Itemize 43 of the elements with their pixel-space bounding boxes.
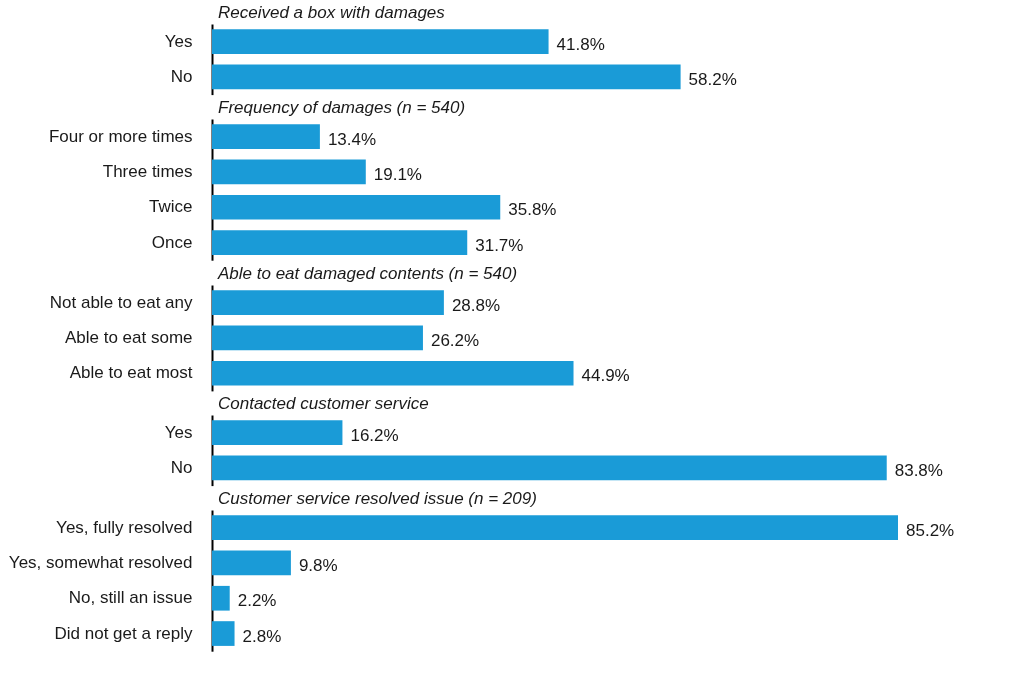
data-label: 85.2% (906, 520, 955, 540)
data-label: 41.8% (556, 34, 605, 54)
bar (212, 550, 291, 576)
data-label: 58.2% (688, 69, 737, 89)
y-tick-label: No (170, 66, 193, 86)
data-label: 16.2% (350, 425, 399, 445)
chart-title: Contacted customer service (218, 394, 429, 413)
y-tick-label: Twice (149, 197, 193, 217)
chart-title: Customer service resolved issue (n = 209) (218, 489, 537, 508)
y-tick-label: Yes, somewhat resolved (8, 552, 193, 572)
y-tick-label: Four or more times (48, 126, 193, 146)
bar (212, 621, 235, 646)
data-label: 26.2% (430, 330, 480, 350)
data-label: 19.1% (373, 164, 422, 184)
y-tick-label: Not able to eat any (49, 292, 193, 312)
data-label: 35.8% (508, 200, 557, 220)
y-tick-label: Yes (164, 422, 193, 442)
bar (212, 585, 230, 611)
data-label: 13.4% (327, 129, 377, 149)
data-label: 28.8% (451, 295, 501, 315)
y-tick-label: No, still an issue (68, 588, 193, 608)
y-tick-label: No (170, 457, 193, 477)
y-tick-label: Able to eat most (69, 363, 193, 383)
bar (212, 230, 468, 255)
y-tick-label: Three times (102, 161, 193, 181)
data-label: 9.8% (298, 555, 338, 575)
y-tick-label: Once (151, 232, 193, 252)
bar (212, 194, 501, 220)
chart-title: Frequency of damages (n = 540) (218, 98, 466, 117)
y-tick-label: Yes, fully resolved (56, 517, 193, 537)
data-label: 83.8% (894, 460, 943, 480)
y-tick-label: Did not get a reply (54, 623, 193, 643)
data-label: 2.2% (237, 591, 277, 611)
bar (212, 124, 320, 150)
chart-title: Able to eat damaged contents (n = 540) (217, 264, 518, 283)
y-tick-label: Able to eat some (64, 327, 193, 347)
chart-title: Received a box with damages (218, 3, 446, 22)
data-label: 2.8% (242, 626, 282, 646)
data-label: 44.9% (581, 366, 630, 386)
bar (212, 159, 366, 185)
data-label: 31.7% (475, 235, 524, 255)
y-tick-label: Yes (164, 31, 193, 51)
bar (212, 515, 898, 541)
